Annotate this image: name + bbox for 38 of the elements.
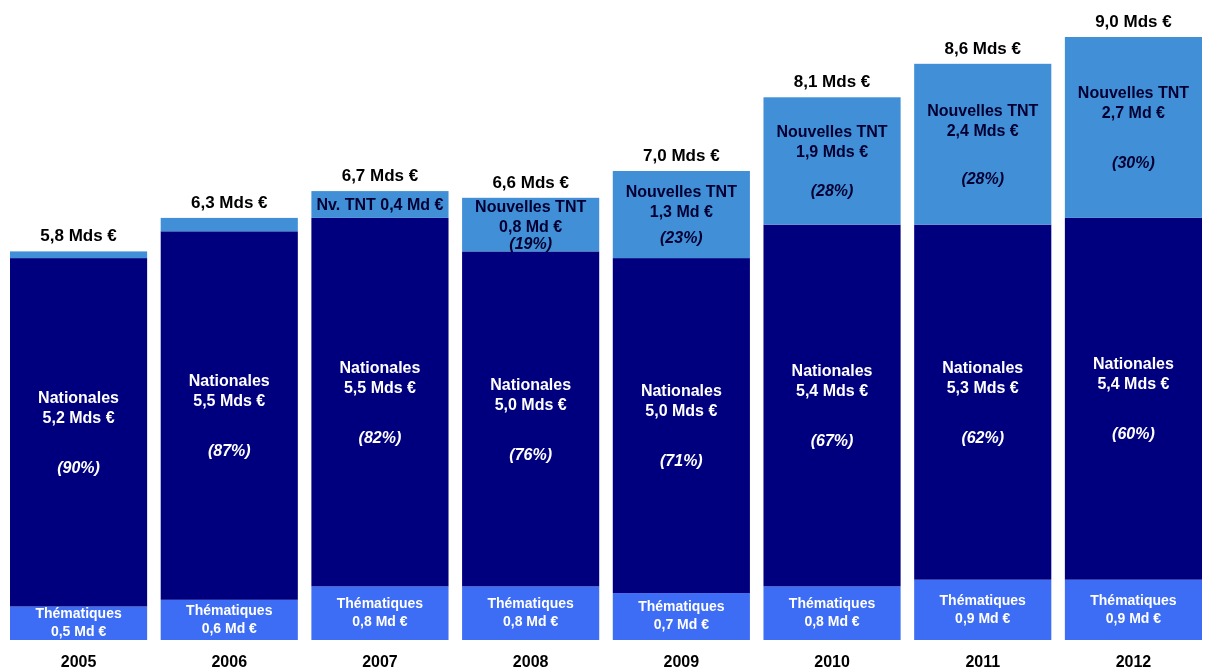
total-label: 9,0 Mds € (1095, 12, 1173, 31)
total-label: 6,6 Mds € (492, 172, 570, 192)
total-label: 6,3 Mds € (190, 192, 269, 212)
text: Nationales 5,4 Mds € (67%) (791, 362, 873, 450)
data-label: Nv. TNT 0,4 Md € (316, 196, 444, 214)
data-label: Thématiques 0,9 Md € (1090, 591, 1177, 626)
data-label: Thématiques 0,7 Md € (638, 598, 725, 633)
text: Nationales 5,0 Mds € (71%) (640, 382, 722, 470)
text: Nationales 5,5 Mds € (87%) (188, 372, 270, 460)
x-tick-label: 2005 (60, 653, 97, 671)
total-label: 7,0 Mds € (643, 146, 721, 165)
data-label: Thématiques 0,8 Md € (336, 595, 424, 630)
data-label: Thématiques 0,9 Md € (939, 591, 1027, 626)
data-label: Thématiques 0,8 Md € (788, 595, 876, 630)
text: Nationales 5,4 Mds € (60%) (1092, 355, 1174, 443)
x-tick-label: 2008 (512, 653, 549, 671)
x-tick-label: 2012 (1115, 653, 1152, 671)
data-label: Nouvelles TNT 0,8 Md € (19%) (475, 197, 587, 252)
text: Nouvelles TNT 2,4 Mds € (28%) (927, 101, 1039, 187)
x-tick-label: 2006 (211, 653, 248, 671)
total-label: 5,8 Mds € (40, 226, 118, 246)
x-tick-label: 2010 (814, 653, 850, 671)
data-label: Nouvelles TNT 1,3 Md € (23%) (625, 183, 738, 247)
data-label: Thématiques 0,8 Md € (487, 595, 575, 630)
total-label: 8,6 Mds € (944, 38, 1022, 58)
text: Nouvelles TNT 2,7 Md € (30%) (1077, 84, 1189, 172)
x-tick-label: 2007 (362, 653, 398, 671)
text: Nationales 5,5 Mds € (82%) (339, 358, 421, 446)
text: Nationales 5,2 Mds € (90%) (38, 388, 120, 476)
data-label: Thématiques 0,5 Md € (35, 605, 122, 640)
text: Nationales 5,3 Mds € (62%) (942, 358, 1024, 446)
total-label: 6,7 Mds € (341, 166, 419, 186)
x-tick-label: 2011 (965, 653, 1001, 671)
data-label: Thématiques 0,6 Md € (186, 601, 273, 636)
text: Nationales 5,0 Mds € (76%) (490, 375, 572, 463)
text: Nouvelles TNT 1,9 Mds € (28%) (776, 123, 888, 199)
x-tick-label: 2009 (663, 653, 700, 671)
total-label: 8,1 Mds € (793, 72, 871, 92)
